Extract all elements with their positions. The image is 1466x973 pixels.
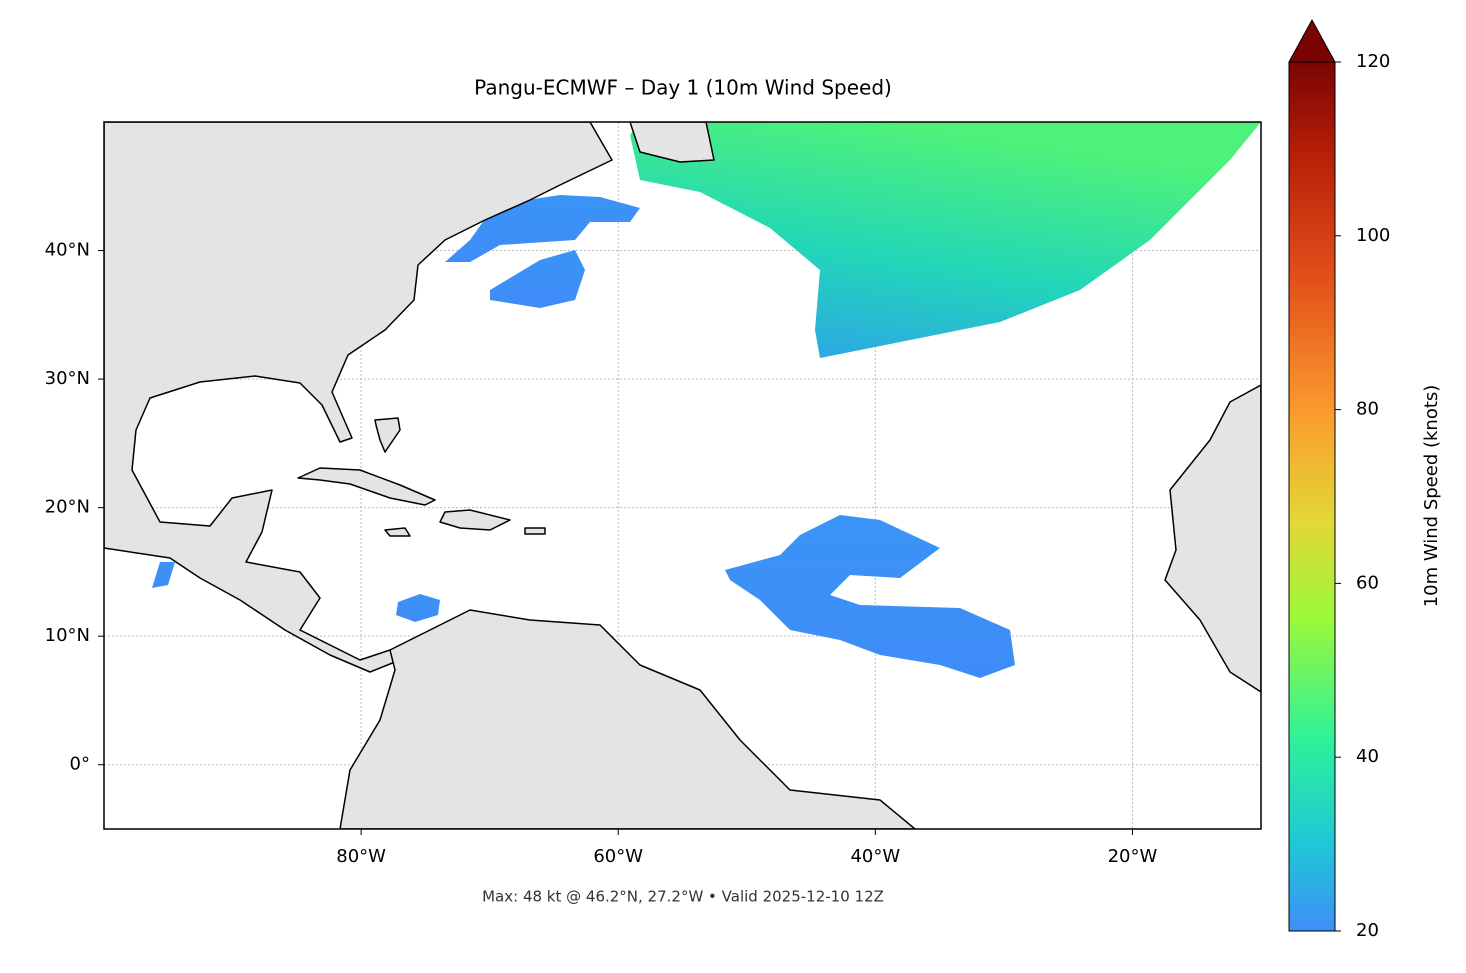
x-tick-label: 20°W bbox=[1108, 846, 1158, 867]
puerto-rico bbox=[524, 527, 546, 535]
y-tick-label: 0° bbox=[70, 754, 90, 775]
colorbar-tick-label: 20 bbox=[1356, 920, 1379, 941]
colorbar-tick-label: 60 bbox=[1356, 572, 1379, 593]
colorbar-tick-label: 80 bbox=[1356, 399, 1379, 420]
x-tick-label: 80°W bbox=[336, 846, 386, 867]
north-america bbox=[104, 122, 613, 673]
colorbar-ticks: 20 40 60 80 100 120 bbox=[1335, 51, 1390, 941]
wind-field bbox=[630, 122, 1261, 358]
footer-note: Max: 48 kt @ 46.2°N, 27.2°W • Valid 2025… bbox=[482, 888, 884, 906]
x-tick-label: 40°W bbox=[850, 846, 900, 867]
colorbar bbox=[1289, 62, 1335, 931]
axes: 80°W 60°W 40°W 20°W 0° 10°N 20°N 30°N 40°N bbox=[45, 240, 1158, 867]
colorbar-frame bbox=[1288, 61, 1336, 932]
colorbar-extend bbox=[1288, 18, 1336, 63]
colorbar-tick-label: 40 bbox=[1356, 746, 1379, 767]
y-tick-label: 40°N bbox=[45, 240, 90, 261]
x-tick-label: 60°W bbox=[593, 846, 643, 867]
colorbar-tick-label: 100 bbox=[1356, 225, 1390, 246]
maritimes bbox=[629, 122, 715, 163]
jamaica bbox=[384, 527, 411, 537]
map-frame bbox=[103, 121, 1262, 830]
y-tick-label: 10°N bbox=[45, 625, 90, 646]
africa bbox=[1164, 384, 1261, 693]
wind-field bbox=[725, 515, 1015, 678]
y-tick-label: 30°N bbox=[45, 368, 90, 389]
hispaniola bbox=[439, 509, 511, 531]
cuba bbox=[297, 467, 436, 506]
y-tick-label: 20°N bbox=[45, 497, 90, 518]
wind-field bbox=[396, 594, 440, 622]
map-layers bbox=[104, 122, 1261, 829]
wind-field bbox=[152, 562, 175, 588]
bahamas bbox=[374, 417, 401, 453]
map-title: Pangu-ECMWF – Day 1 (10m Wind Speed) bbox=[474, 76, 892, 100]
south-america bbox=[339, 609, 916, 829]
wind-field bbox=[490, 250, 585, 308]
colorbar-label: 10m Wind Speed (knots) bbox=[1421, 385, 1442, 608]
colorbar-tick-label: 120 bbox=[1356, 51, 1390, 72]
